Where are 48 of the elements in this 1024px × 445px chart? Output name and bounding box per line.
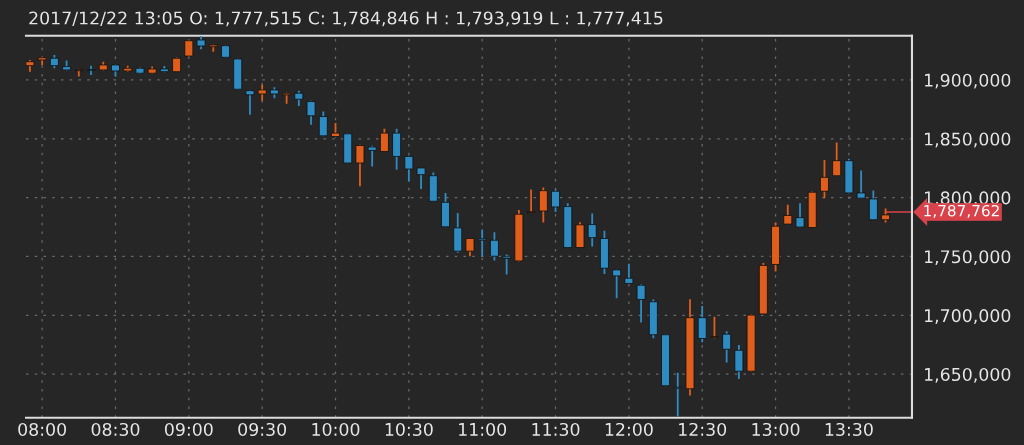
candlestick [612, 268, 622, 300]
candlestick [734, 344, 744, 381]
candlestick [318, 110, 328, 138]
candlestick [832, 141, 842, 177]
x-tick-label: 09:00 [164, 422, 213, 437]
x-tick-label: 11:30 [532, 422, 580, 437]
x-tick-label: 12:30 [679, 422, 727, 437]
y-tick-label: 1,750,000 [924, 250, 1011, 266]
candlestick [551, 188, 560, 214]
y-tick-label: 1,650,000 [924, 367, 1011, 383]
candlestick [379, 127, 389, 153]
candlestick [392, 127, 402, 171]
candlestick [538, 186, 548, 224]
candlestick [856, 169, 866, 200]
x-tick-label: 13:00 [752, 422, 800, 437]
chart-title: 2017/12/22 13:05 O: 1,777,515 C: 1,784,846 H : 1,793,919 L : 1,777,415 [29, 11, 663, 27]
candlestick [453, 212, 463, 254]
candlestick [502, 253, 512, 276]
candlestick [722, 330, 732, 364]
y-tick-label: 1,700,000 [924, 309, 1011, 324]
x-tick-label: 13:30 [825, 422, 873, 437]
candlestick [624, 262, 634, 285]
x-tick-label: 08:30 [91, 422, 140, 437]
x-tick-label: 11:00 [459, 422, 507, 437]
candlestick [74, 68, 84, 78]
candlestick [575, 221, 585, 249]
candlestick [477, 228, 487, 258]
candlestick [783, 203, 793, 226]
candlestick [489, 231, 499, 262]
candlestick [673, 371, 683, 418]
candlestick [587, 212, 597, 248]
candlestick [245, 89, 255, 116]
candlestick [819, 159, 829, 200]
x-tick-label: 08:00 [18, 422, 67, 437]
y-tick-label: 1,900,000 [924, 73, 1011, 89]
candlestick [404, 154, 414, 183]
candlestick [697, 304, 707, 344]
x-tick-label: 10:00 [312, 422, 360, 437]
candlestick [868, 189, 878, 222]
x-tick-label: 10:30 [385, 422, 433, 437]
x-tick-label: 12:00 [605, 422, 653, 437]
candlestick [795, 202, 805, 229]
candlestick [416, 166, 426, 190]
y-tick-label: 1,850,000 [924, 132, 1011, 148]
x-tick-label: 09:30 [238, 422, 287, 437]
candlestick [636, 283, 646, 324]
candlestick [355, 143, 365, 188]
ref-line-label: 1,787,762 [924, 204, 999, 219]
